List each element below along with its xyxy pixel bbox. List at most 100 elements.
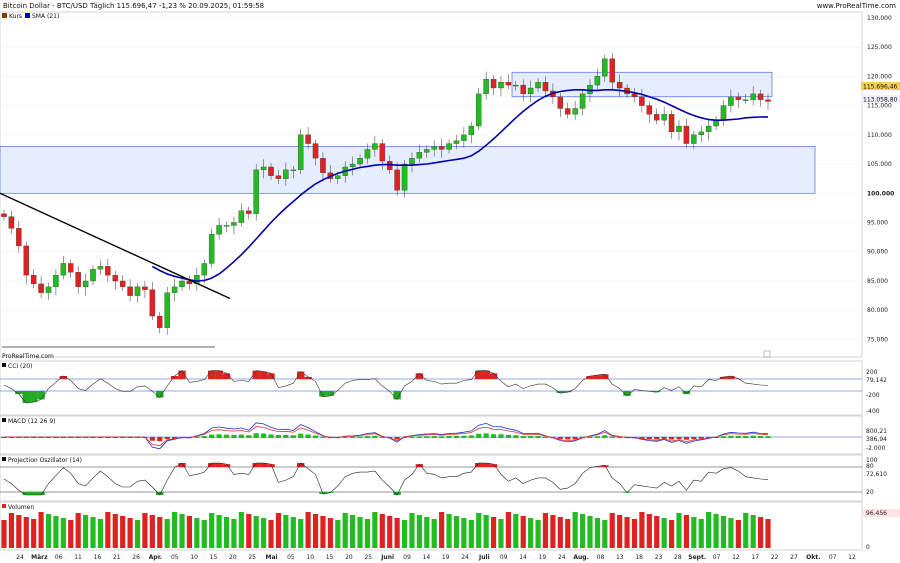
volume-bar — [394, 518, 400, 548]
cci-overbought-fill — [215, 370, 223, 379]
candle-body — [164, 292, 170, 328]
cci-overbought-fill — [267, 373, 275, 379]
macd-histogram-bar — [231, 434, 237, 438]
cci-overbought-fill — [252, 370, 260, 379]
macd-histogram-bar — [8, 437, 15, 438]
volume-bar — [194, 518, 200, 548]
x-tick-label: 17 — [751, 554, 759, 561]
cci-oversold-fill — [156, 391, 164, 398]
candle-body — [394, 169, 400, 191]
macd-histogram-bar — [594, 436, 600, 438]
candle-body — [275, 175, 282, 179]
macd-histogram-bar — [120, 437, 126, 438]
macd-histogram-bar — [342, 436, 348, 438]
macd-histogram-bar — [320, 436, 326, 438]
volume-bar — [661, 518, 667, 548]
candle-body — [157, 315, 163, 328]
candle-body — [483, 79, 489, 95]
price-tick-label: 110.000 — [867, 132, 892, 139]
macd-histogram-bar — [90, 437, 96, 438]
x-tick-label: 11 — [74, 554, 82, 561]
volume-bar — [134, 520, 141, 548]
candle-body — [602, 58, 608, 77]
price-tick-label: 100.000 — [867, 190, 894, 197]
candle-body — [60, 263, 67, 276]
cci-oversold-fill — [682, 391, 691, 394]
macd-histogram-bar — [728, 435, 734, 438]
x-tick-label: 15 — [210, 554, 218, 561]
macd-histogram-bar — [602, 435, 608, 438]
candle-body — [97, 266, 104, 270]
volume-bar — [757, 517, 764, 548]
macd-histogram-bar — [112, 437, 118, 438]
x-tick-label: 21 — [113, 554, 121, 561]
x-tick-label: 10 — [306, 554, 314, 561]
candle-body — [208, 234, 215, 264]
macd-histogram-bar — [194, 436, 200, 438]
resistance-zone-lower — [0, 146, 816, 194]
candle-body — [653, 114, 660, 121]
candle-body — [468, 125, 475, 135]
candle-body — [661, 114, 667, 121]
proj-tick-80: 80 — [866, 463, 874, 470]
candle-body — [335, 175, 341, 179]
macd-tick-minus2000: -2.000 — [866, 445, 886, 452]
volume-bar — [387, 516, 393, 548]
candle-body — [357, 158, 363, 165]
macd-histogram-bar — [105, 437, 111, 438]
candle-body — [728, 96, 734, 106]
cci-oversold-fill — [564, 391, 572, 393]
volume-bar — [750, 515, 756, 548]
macd-histogram-bar — [253, 433, 259, 438]
candle-body — [216, 225, 222, 235]
candle-body — [364, 149, 371, 159]
volume-bar — [706, 512, 712, 548]
candle-body — [127, 286, 133, 296]
volume-bar — [424, 517, 430, 548]
volume-bar — [246, 514, 252, 548]
macd-histogram-bar — [520, 436, 526, 438]
macd-histogram-bar — [676, 437, 682, 439]
macd-histogram-bar — [505, 434, 511, 438]
volume-bar — [728, 518, 734, 548]
proj-overbought-fill — [593, 466, 602, 467]
candle-body — [579, 93, 586, 109]
proj-oversold-fill — [319, 492, 327, 494]
volume-bar — [676, 513, 682, 548]
candle-body — [453, 140, 460, 144]
volume-bar — [654, 516, 660, 548]
macd-histogram-bar — [38, 437, 44, 438]
volume-bar — [97, 519, 104, 548]
volume-bar — [179, 514, 185, 548]
cci-oversold-fill — [326, 391, 335, 396]
volume-bar — [490, 517, 497, 548]
watermark: ProRealTime.com — [2, 353, 54, 360]
x-tick-label: Juni — [380, 554, 394, 561]
volume-bar — [379, 514, 385, 548]
volume-bar — [38, 512, 44, 548]
candle-body — [305, 134, 311, 144]
cci-overbought-fill — [222, 373, 231, 379]
volume-bar — [735, 520, 741, 548]
candle-body — [616, 82, 623, 89]
volume-bar — [238, 512, 244, 548]
macd-histogram-bar — [246, 435, 252, 438]
candle-body — [639, 96, 645, 106]
candle-body — [564, 108, 571, 115]
expand-icon[interactable] — [763, 350, 771, 358]
volume-bar — [327, 518, 333, 548]
candle-body — [691, 134, 697, 144]
volume-bar — [120, 516, 126, 548]
cci-overbought-fill — [415, 373, 424, 379]
macd-histogram-bar — [683, 437, 690, 440]
candle-body — [312, 143, 319, 159]
volume-bar — [668, 520, 675, 548]
candle-body — [705, 125, 712, 133]
candle-body — [75, 272, 81, 287]
candle-body — [631, 93, 638, 97]
candle-body — [461, 134, 467, 141]
macd-histogram-bar — [201, 436, 207, 438]
cci-oversold-fill — [653, 391, 661, 393]
macd-histogram-bar — [298, 433, 304, 438]
